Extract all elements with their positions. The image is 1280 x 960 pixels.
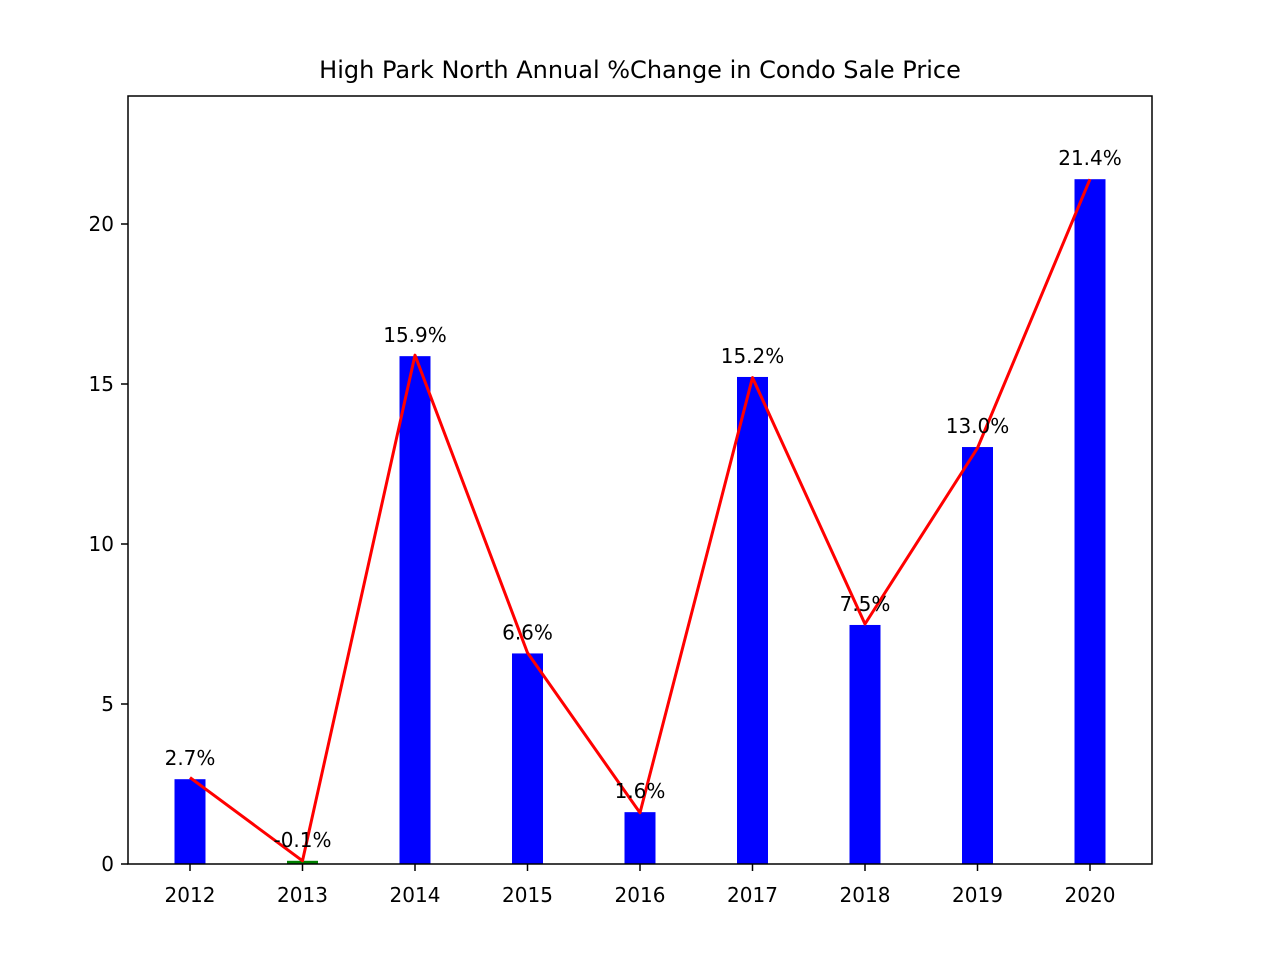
bar-2017 (737, 376, 768, 864)
trend-line (189, 178, 1092, 863)
bar-2015 (512, 653, 543, 864)
chart-title: High Park North Annual %Change in Condo … (319, 56, 961, 84)
y-axis: 0 5 10 15 20 (89, 212, 128, 876)
y-tick-label-15: 15 (89, 372, 114, 396)
x-tick-label-2014: 2014 (390, 883, 441, 907)
y-tick-label-10: 10 (89, 532, 114, 556)
data-label-2014: 15.9% (383, 323, 447, 347)
bar-2014 (399, 356, 431, 864)
bar-2016 (624, 812, 656, 864)
x-tick-label-2016: 2016 (615, 883, 666, 907)
bar-2012 (174, 779, 206, 864)
data-label-2019: 13.0% (946, 414, 1010, 438)
x-tick-label-2013: 2013 (277, 883, 328, 907)
x-tick-label-2012: 2012 (165, 883, 216, 907)
data-label-2020: 21.4% (1058, 146, 1122, 170)
x-tick-label-2015: 2015 (502, 883, 553, 907)
bar-2020 (1074, 179, 1106, 864)
data-label-2015: 6.6% (502, 620, 553, 644)
data-label-2018: 7.5% (840, 592, 891, 616)
bar-2018 (849, 624, 881, 864)
x-tick-label-2018: 2018 (840, 883, 891, 907)
data-label-2017: 15.2% (721, 344, 785, 368)
data-label-2013: -0.1% (273, 828, 331, 852)
x-tick-label-2017: 2017 (727, 883, 778, 907)
bar-2013 (287, 860, 318, 864)
y-tick-label-20: 20 (89, 212, 114, 236)
x-tick-label-2020: 2020 (1065, 883, 1116, 907)
bars-group (174, 179, 1106, 864)
x-axis: 2012 2013 2014 2015 2016 2017 2018 2019 2020 (165, 864, 1116, 907)
y-tick-label-0: 0 (101, 852, 114, 876)
data-label-2012: 2.7% (165, 746, 216, 770)
x-tick-label-2019: 2019 (952, 883, 1003, 907)
trend-line-group (189, 178, 1092, 863)
y-tick-label-5: 5 (101, 692, 114, 716)
data-label-2016: 1.6% (615, 779, 666, 803)
plot-frame (127, 95, 1153, 865)
data-labels-group: 2.7% -0.1% 15.9% 6.6% 1.6% 15.2% 7.5% 13.0% 21.4… (165, 146, 1122, 852)
bar-2019 (962, 447, 993, 864)
